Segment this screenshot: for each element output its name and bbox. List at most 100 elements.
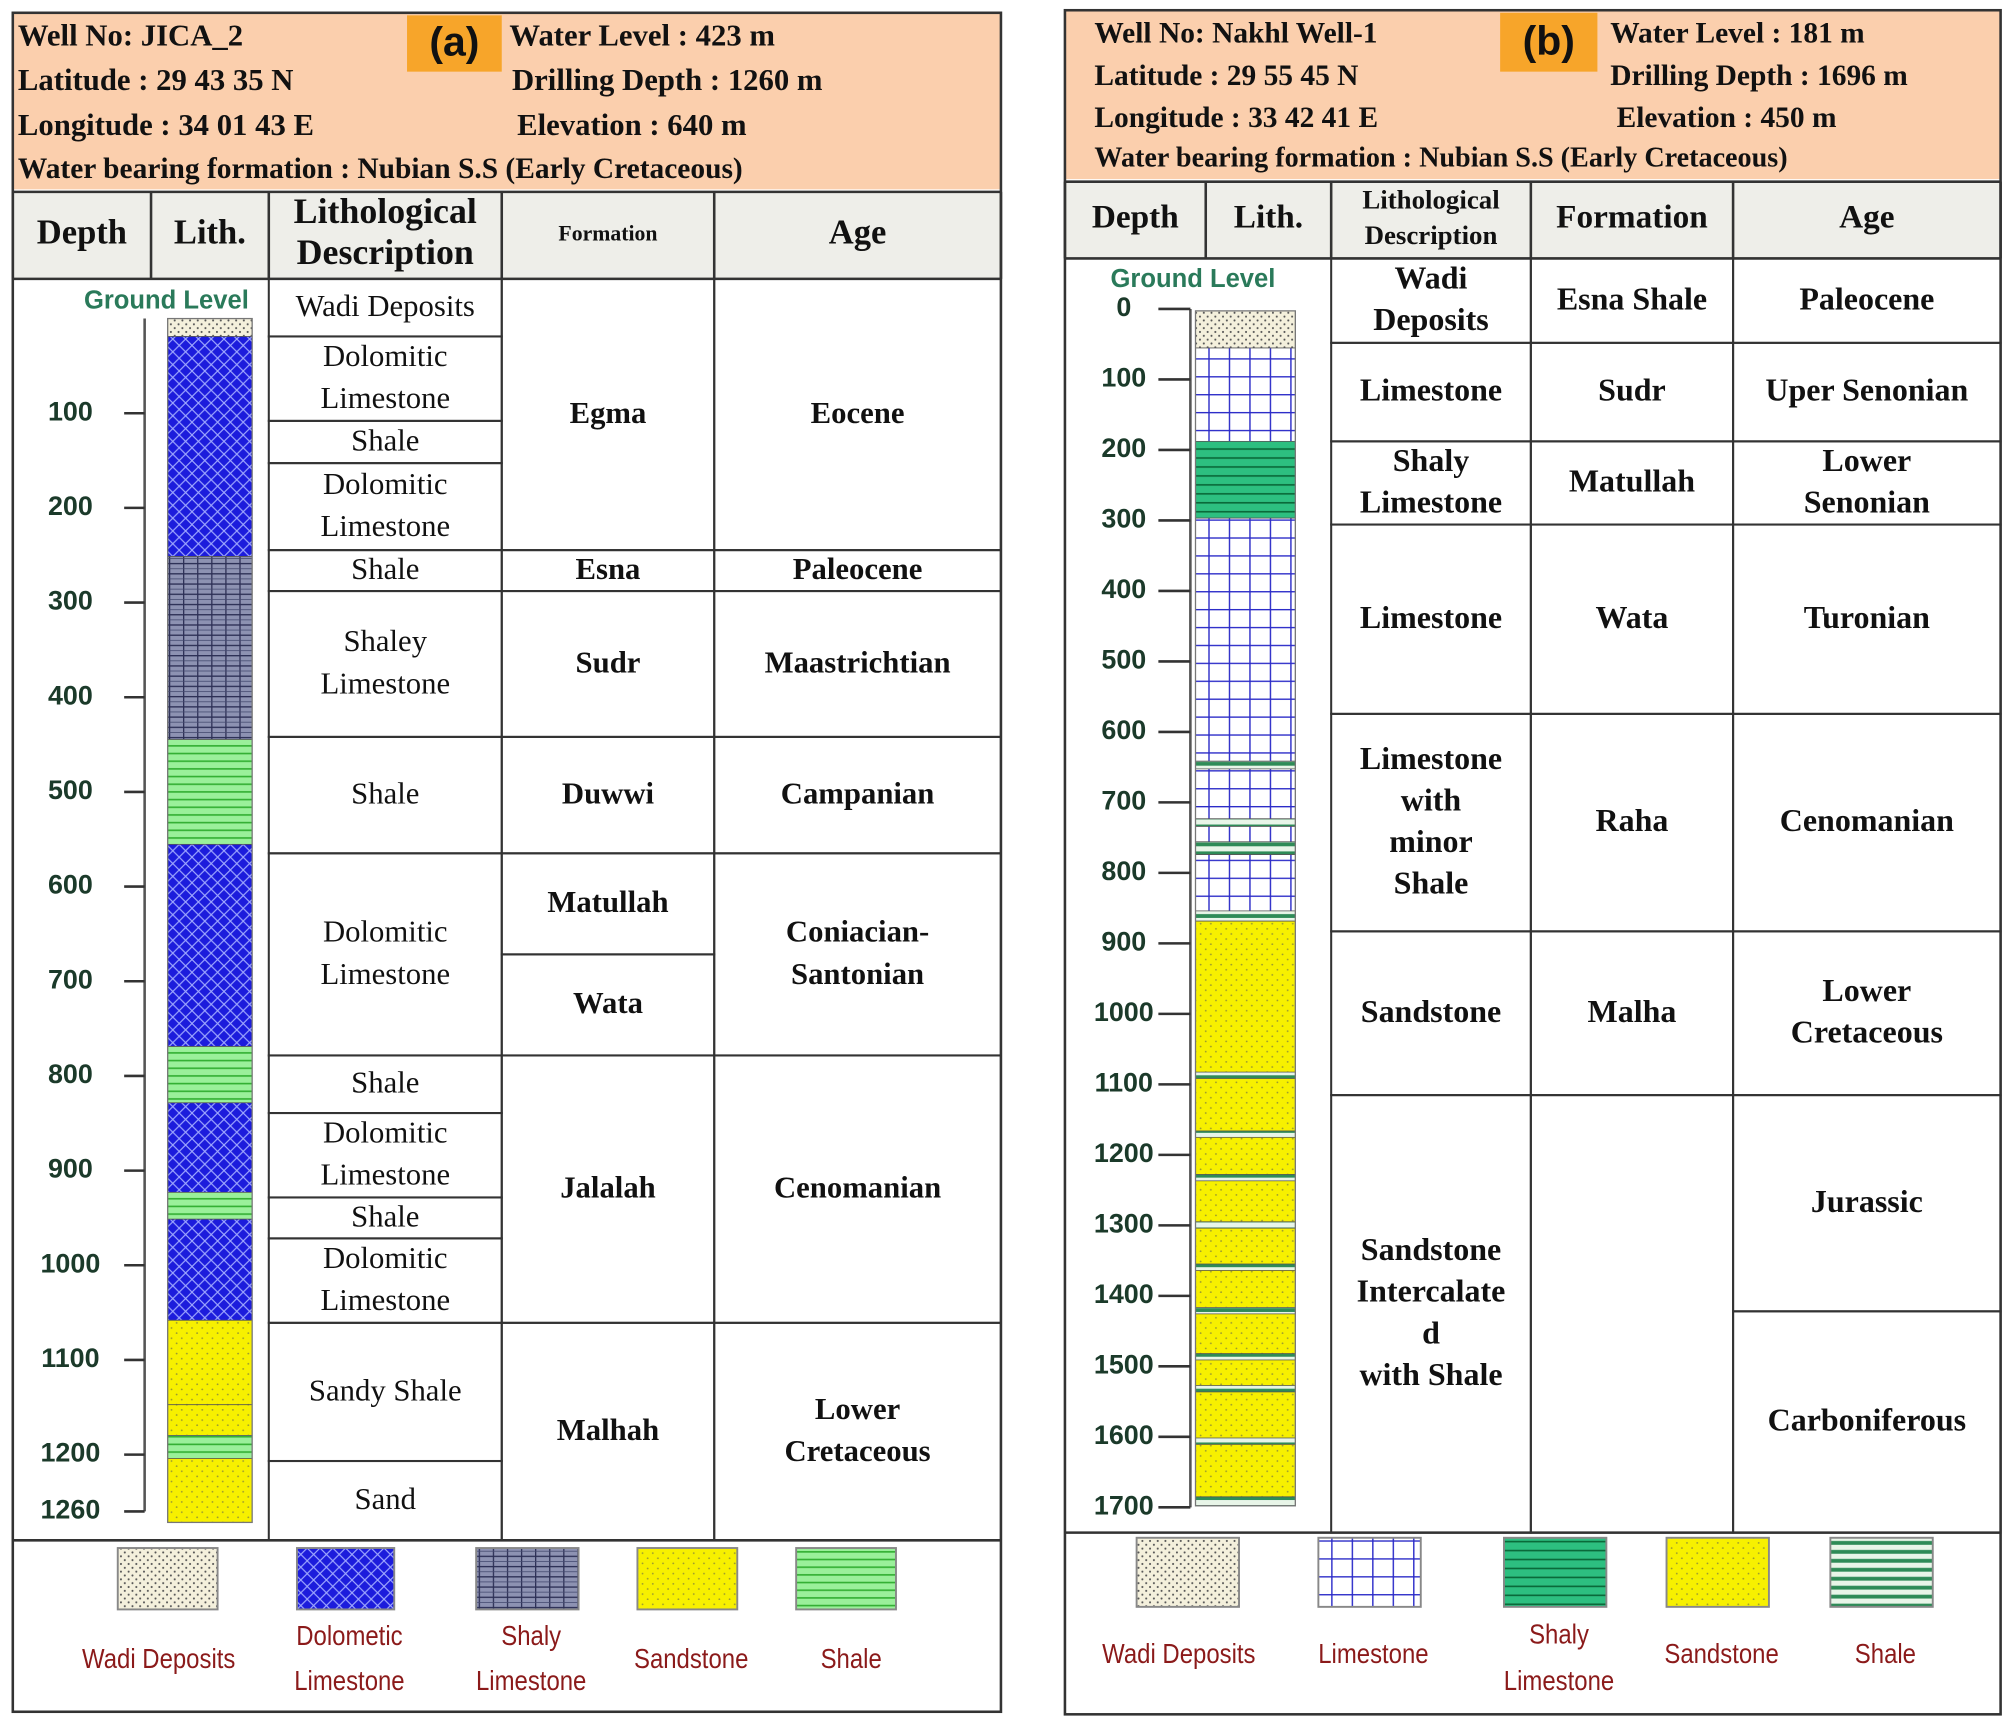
age-name: Cretaceous — [785, 1434, 931, 1468]
age-name: Jurassic — [1811, 1183, 1923, 1219]
depth-tick-label: 400 — [1101, 574, 1146, 604]
column-header: Age — [1839, 199, 1894, 236]
lithology-layer — [167, 1435, 253, 1459]
age-name: Uper Senonian — [1765, 372, 1968, 408]
lithology-layer — [1195, 1385, 1296, 1393]
lithology-description: Shale — [351, 552, 419, 586]
lithology-layer — [167, 318, 253, 337]
lithology-layer — [1195, 920, 1296, 1498]
lithology-layer — [1195, 826, 1296, 843]
age-name: Senonian — [1804, 483, 1930, 519]
lithology-description: Shaly — [1393, 442, 1469, 478]
lithology-layer — [1195, 854, 1296, 912]
legend-label: Shale — [1855, 1637, 1916, 1669]
age-name: Cenomanian — [774, 1170, 941, 1204]
depth-tick-label: 1300 — [1094, 1208, 1154, 1238]
panel: (b) Well No: Nakhl Well-1 Water Level : 18… — [1063, 8, 2002, 1716]
legend-swatch — [795, 1547, 897, 1611]
lithology-layer — [167, 843, 253, 1047]
formation-name: Duwwi — [562, 776, 655, 810]
well-info: Well No: Nakhl Well-1 — [1094, 18, 1377, 50]
depth-tick-label: 700 — [48, 964, 93, 994]
age-name: Cenomanian — [1780, 802, 1954, 838]
legend-label: Sandstone — [1664, 1637, 1778, 1669]
depth-tick-label: 500 — [1101, 645, 1146, 675]
lithology-description: Dolomitic — [323, 339, 448, 373]
lithology-column — [1194, 310, 1296, 1507]
lithology-layer — [1195, 440, 1296, 519]
lithology-description: Dolomitic — [323, 915, 448, 949]
depth-tick-label: 200 — [1101, 433, 1146, 463]
formation-name: Esna — [576, 552, 641, 586]
lithology-description: Deposits — [1373, 301, 1489, 337]
column-header: Age — [829, 213, 887, 251]
panel-label: (a) — [429, 19, 479, 65]
column-header: Description — [297, 232, 474, 272]
depth-tick-label: 800 — [1101, 856, 1146, 886]
depth-tick-label: 1600 — [1094, 1420, 1154, 1450]
lithology-description: Limestone — [320, 1283, 450, 1317]
lithology-layer — [1195, 1437, 1296, 1445]
column-header: Formation — [558, 221, 657, 245]
lithology-description: Dolomitic — [323, 1241, 448, 1275]
formation-name: Matullah — [1569, 463, 1695, 499]
depth-tick-label: 1000 — [41, 1248, 101, 1278]
lithology-layer — [1195, 768, 1296, 820]
depth-tick-label: 1100 — [1095, 1067, 1153, 1097]
lithology-description: with Shale — [1359, 1356, 1502, 1392]
lithology-layer — [167, 1404, 253, 1436]
well-info: Water Level : 423 m — [509, 18, 775, 52]
column-header: Lith. — [1234, 199, 1303, 236]
lithology-layer — [1195, 1496, 1296, 1507]
depth-tick-label: 500 — [48, 775, 93, 805]
lithology-description: Intercalate — [1357, 1273, 1506, 1309]
column-header: Lithological — [1362, 184, 1499, 214]
formation-name: Wata — [1596, 599, 1669, 635]
lithology-description: Shale — [351, 776, 419, 810]
legend-swatch — [1135, 1536, 1240, 1608]
lithology-layer — [1195, 1071, 1296, 1079]
column-header: Lithological — [294, 191, 477, 231]
lithology-description: Limestone — [320, 381, 450, 415]
lithology-description: Limestone — [320, 957, 450, 991]
legend-label: Limestone — [1504, 1664, 1614, 1696]
legend-swatch — [475, 1547, 580, 1611]
formation-name: Esna Shale — [1557, 280, 1707, 316]
age-name: Turonian — [1804, 599, 1930, 635]
age-name: Paleocene — [1799, 280, 1934, 316]
formation-name: Malhah — [557, 1413, 659, 1447]
lithology-description: minor — [1389, 823, 1473, 859]
depth-tick-label: 300 — [1101, 504, 1146, 534]
header-band — [12, 12, 1001, 190]
depth-tick-label: 100 — [48, 396, 93, 426]
well-info: Water bearing formation : Nubian S.S (Ea… — [1094, 142, 1787, 173]
panel: (a) Well No: JICA_2 Water Level : 423 m Lat… — [11, 11, 1003, 1714]
lithology-description: Wadi — [1395, 259, 1468, 295]
depth-tick-label: 100 — [1101, 363, 1146, 393]
well-info: Water Level : 181 m — [1610, 18, 1864, 50]
lithology-layer — [167, 556, 253, 740]
depth-tick-label: 1000 — [1094, 997, 1154, 1027]
lithology-layer — [167, 739, 253, 845]
lithology-description: d — [1422, 1314, 1440, 1350]
lithology-description: Sandstone — [1361, 1231, 1501, 1267]
lithology-layer — [1195, 818, 1296, 827]
lithology-description: Sandy Shale — [309, 1373, 462, 1407]
lithology-description: Limestone — [320, 509, 450, 543]
lithology-layer — [1195, 1130, 1296, 1138]
lithology-layer — [167, 1046, 253, 1104]
lithology-layer — [167, 1458, 253, 1523]
lithology-layer — [1195, 841, 1296, 855]
depth-tick-label: 900 — [1101, 926, 1146, 956]
legend-label: Wadi Deposits — [1102, 1637, 1255, 1669]
lithology-description: Sand — [355, 1482, 416, 1516]
lithology-layer — [1195, 347, 1296, 442]
lithology-description: Limestone — [1360, 483, 1502, 519]
lithology-layer — [1195, 1263, 1296, 1271]
age-name: Carboniferous — [1768, 1402, 1966, 1438]
lithology-description: Limestone — [320, 666, 450, 700]
well-info: Drilling Depth : 1260 m — [512, 63, 823, 97]
panel-label: (b) — [1523, 17, 1575, 63]
lithology-column — [167, 317, 253, 1524]
